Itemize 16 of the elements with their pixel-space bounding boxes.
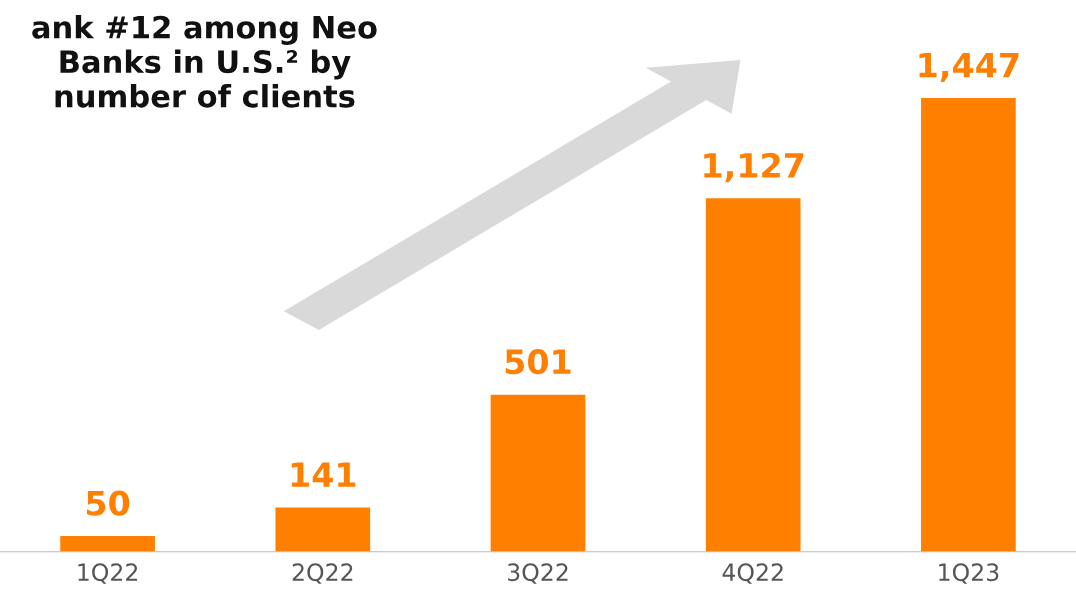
x-tick-label: 1Q23 bbox=[939, 563, 999, 584]
x-tick-label: 3Q22 bbox=[507, 563, 568, 584]
chart-title: ank #12 among Neo Banks in U.S.² by number of clients bbox=[32, 15, 377, 108]
data-label: 501 bbox=[505, 349, 571, 375]
data-label: 50 bbox=[86, 490, 130, 516]
bar bbox=[705, 198, 801, 552]
data-label: 1,127 bbox=[704, 152, 804, 183]
x-tick-label: 1Q22 bbox=[78, 563, 138, 584]
bar bbox=[490, 394, 586, 552]
bar bbox=[275, 507, 371, 552]
bar bbox=[60, 536, 155, 552]
x-tick-label: 2Q22 bbox=[292, 563, 353, 584]
bar bbox=[921, 98, 1016, 552]
data-label: 1,447 bbox=[919, 52, 1019, 82]
data-label: 141 bbox=[291, 462, 356, 487]
x-tick-label: 4Q22 bbox=[722, 563, 783, 584]
